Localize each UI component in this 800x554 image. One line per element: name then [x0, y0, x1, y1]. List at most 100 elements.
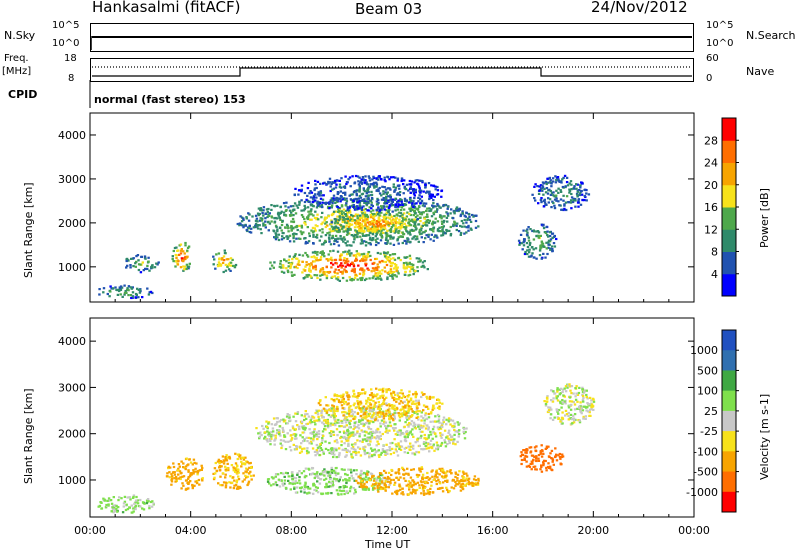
power-cell — [131, 291, 135, 294]
power-cell — [300, 190, 303, 193]
power-cell — [361, 215, 365, 218]
velocity-cell — [294, 420, 298, 423]
velocity-cell — [405, 446, 408, 449]
power-cell — [224, 269, 228, 272]
velocity-cell — [370, 415, 374, 418]
power-cell — [425, 209, 428, 212]
power-cell — [353, 236, 356, 239]
velocity-cell — [364, 406, 367, 409]
power-cell — [369, 243, 372, 246]
velocity-cell — [435, 441, 439, 444]
velocity-cell — [428, 491, 432, 494]
velocity-cell — [172, 465, 176, 469]
power-cell — [299, 237, 302, 240]
power-cell — [339, 264, 342, 267]
power-cell — [302, 277, 305, 280]
velocity-cell — [305, 449, 309, 452]
power-cell — [325, 182, 328, 186]
freq-label-2: [MHz] — [2, 66, 32, 77]
velocity-cell — [305, 486, 308, 489]
velocity-cell — [370, 420, 373, 423]
power-cell — [398, 226, 401, 229]
velocity-cell — [306, 422, 309, 425]
velocity-cell — [440, 443, 443, 446]
velocity-cell — [342, 484, 345, 488]
velocity-cell — [242, 472, 245, 475]
power-cell — [242, 226, 245, 229]
power-cell — [353, 219, 356, 222]
velocity-cell — [449, 469, 452, 472]
power-cell — [429, 238, 432, 241]
velocity-cell — [375, 478, 379, 481]
velocity-cell — [282, 439, 285, 442]
power-cell — [217, 261, 221, 264]
power-cell — [292, 205, 295, 208]
velocity-cell — [348, 415, 351, 418]
power-cell — [349, 278, 352, 281]
velocity-cell — [280, 444, 284, 447]
power-cell — [339, 256, 342, 259]
power-cell — [376, 203, 379, 206]
velocity-cell — [345, 491, 348, 494]
velocity-cell — [147, 500, 150, 503]
velocity-cell — [379, 388, 382, 391]
power-cell — [348, 224, 351, 227]
velocity-cell — [292, 476, 296, 479]
power-cell — [342, 211, 345, 214]
power-cell — [295, 204, 298, 207]
power-cell — [316, 276, 319, 280]
power-cell — [363, 216, 366, 219]
velocity-cell — [362, 438, 365, 441]
velocity-cell — [348, 436, 351, 439]
velocity-cell — [224, 465, 227, 468]
power-cell — [357, 219, 360, 222]
velocity-cell — [364, 422, 368, 425]
velocity-cell — [405, 398, 409, 401]
beam-title: Beam 03 — [355, 0, 423, 18]
velocity-cell — [232, 466, 235, 469]
velocity-cell — [420, 481, 423, 484]
velocity-cell — [403, 400, 406, 403]
velocity-cell — [378, 455, 381, 458]
power-cell — [367, 187, 370, 190]
power-cell — [535, 257, 538, 260]
power-cell — [363, 181, 366, 184]
velocity-cell — [423, 476, 427, 480]
velocity-cell — [360, 483, 363, 486]
velocity-cell — [310, 421, 314, 424]
power-cell — [269, 261, 272, 264]
velocity-cell — [424, 427, 428, 430]
velocity-cell — [422, 404, 426, 407]
power-cell — [572, 197, 575, 200]
power-cell — [410, 207, 413, 211]
power-cell — [179, 252, 183, 255]
velocity-cell — [451, 419, 455, 422]
velocity-cell — [321, 409, 324, 412]
power-cell — [389, 229, 393, 232]
power-cell — [316, 225, 319, 228]
velocity-cell — [425, 447, 428, 450]
power-cell — [239, 215, 242, 218]
velocity-cell — [338, 430, 342, 434]
velocity-cell — [364, 417, 367, 420]
velocity-cell — [278, 433, 281, 436]
power-cell — [345, 244, 348, 247]
power-cell — [381, 269, 384, 272]
velocity-cell — [201, 477, 204, 480]
velocity-cell — [420, 411, 423, 414]
velocity-cell — [372, 400, 375, 403]
velocity-cell — [226, 456, 229, 459]
velocity-cell — [299, 486, 302, 489]
velocity-cell — [460, 478, 463, 482]
velocity-cell — [397, 471, 400, 474]
power-cell — [335, 262, 338, 265]
velocity-cell — [399, 488, 402, 491]
power-cell — [344, 193, 347, 196]
velocity-cell — [392, 451, 396, 454]
velocity-cell — [300, 414, 303, 417]
power-cell — [537, 202, 540, 205]
velocity-cell — [279, 439, 283, 442]
power-cell — [291, 258, 294, 261]
power-cell — [324, 217, 327, 221]
velocity-cell — [258, 437, 261, 440]
